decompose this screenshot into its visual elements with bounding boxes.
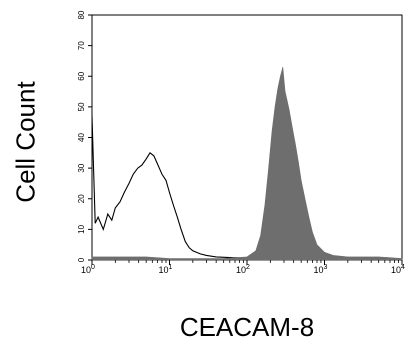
y-tick-label: 10 [77, 224, 86, 233]
series-0-outline-histogram [91, 116, 285, 260]
y-axis-title: Cell Count [10, 81, 41, 203]
plot-frame [91, 14, 403, 261]
x-tick-label: 101 [159, 264, 173, 275]
y-tick-label: 40 [77, 133, 86, 142]
y-tick-label: 30 [77, 163, 86, 172]
y-tick-label: 50 [77, 102, 86, 111]
y-tick-label: 60 [77, 71, 86, 80]
series-1-filled-histogram [91, 67, 403, 261]
x-tick-label: 102 [236, 264, 250, 275]
x-tick-label: 103 [314, 264, 328, 275]
x-tick-layer: 100 101 102 103 104 [81, 260, 405, 275]
y-axis-title-wrap: Cell Count [6, 0, 46, 346]
y-tick-label: 80 [77, 10, 86, 19]
y-tick-layer: 0 10 20 30 40 50 60 70 80 [77, 10, 92, 262]
y-tick-label: 70 [77, 41, 86, 50]
x-axis-title: CEACAM-8 [179, 312, 315, 342]
x-tick-label: 100 [81, 264, 95, 275]
y-tick-label: 20 [77, 194, 86, 203]
y-tick-label: 0 [77, 257, 86, 262]
x-tick-label: 104 [391, 264, 405, 275]
series-layer [91, 67, 403, 261]
